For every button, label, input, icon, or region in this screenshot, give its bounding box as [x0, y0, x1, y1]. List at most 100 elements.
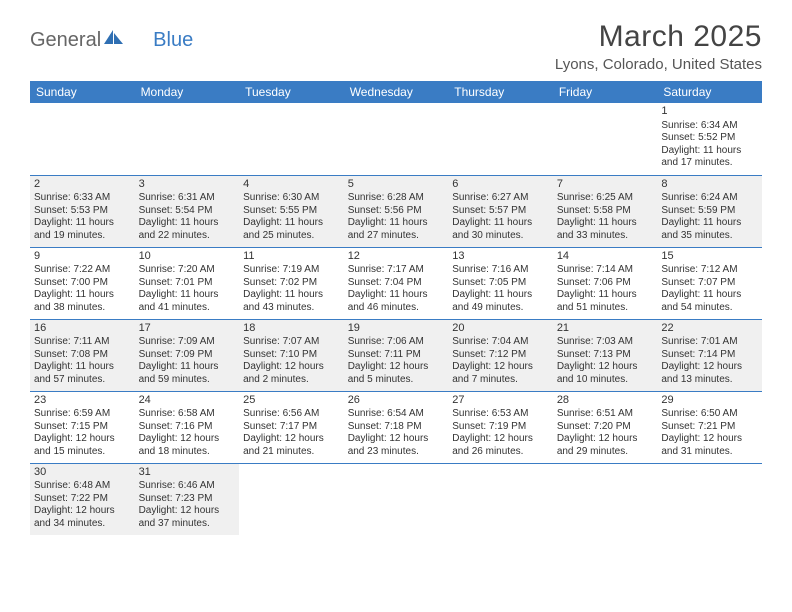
day-daylight2: and 18 minutes. [139, 446, 236, 459]
day-sunset: Sunset: 7:11 PM [348, 349, 445, 362]
day-sunrise: Sunrise: 7:11 AM [34, 336, 131, 349]
day-sunset: Sunset: 7:08 PM [34, 349, 131, 362]
calendar-week-row: 9Sunrise: 7:22 AMSunset: 7:00 PMDaylight… [30, 247, 762, 319]
day-sunset: Sunset: 7:01 PM [139, 277, 236, 290]
day-sunrise: Sunrise: 6:59 AM [34, 408, 131, 421]
day-daylight1: Daylight: 11 hours [661, 217, 758, 230]
calendar-day-cell: 21Sunrise: 7:03 AMSunset: 7:13 PMDayligh… [553, 319, 658, 391]
day-sunrise: Sunrise: 7:12 AM [661, 264, 758, 277]
calendar-day-cell [344, 103, 449, 175]
day-sunrise: Sunrise: 6:34 AM [661, 120, 758, 133]
day-daylight1: Daylight: 12 hours [557, 433, 654, 446]
logo-sail-icon [103, 28, 125, 51]
day-sunrise: Sunrise: 7:22 AM [34, 264, 131, 277]
day-sunset: Sunset: 7:12 PM [452, 349, 549, 362]
calendar-week-row: 1Sunrise: 6:34 AMSunset: 5:52 PMDaylight… [30, 103, 762, 175]
calendar-day-cell: 6Sunrise: 6:27 AMSunset: 5:57 PMDaylight… [448, 175, 553, 247]
day-daylight2: and 5 minutes. [348, 374, 445, 387]
day-number: 30 [34, 466, 131, 480]
day-daylight2: and 33 minutes. [557, 230, 654, 243]
day-daylight1: Daylight: 11 hours [34, 289, 131, 302]
day-sunset: Sunset: 5:57 PM [452, 205, 549, 218]
day-sunrise: Sunrise: 7:09 AM [139, 336, 236, 349]
day-sunset: Sunset: 5:56 PM [348, 205, 445, 218]
day-sunrise: Sunrise: 6:48 AM [34, 480, 131, 493]
day-header: Wednesday [344, 81, 449, 103]
calendar-day-cell [30, 103, 135, 175]
day-sunset: Sunset: 5:54 PM [139, 205, 236, 218]
day-sunset: Sunset: 7:14 PM [661, 349, 758, 362]
day-sunrise: Sunrise: 6:30 AM [243, 192, 340, 205]
day-sunrise: Sunrise: 7:04 AM [452, 336, 549, 349]
calendar-day-cell: 23Sunrise: 6:59 AMSunset: 7:15 PMDayligh… [30, 391, 135, 463]
day-sunset: Sunset: 7:05 PM [452, 277, 549, 290]
day-daylight2: and 22 minutes. [139, 230, 236, 243]
day-daylight2: and 46 minutes. [348, 302, 445, 315]
day-daylight1: Daylight: 12 hours [452, 361, 549, 374]
day-daylight1: Daylight: 12 hours [34, 505, 131, 518]
day-sunset: Sunset: 7:17 PM [243, 421, 340, 434]
day-header: Thursday [448, 81, 553, 103]
day-daylight2: and 38 minutes. [34, 302, 131, 315]
day-sunset: Sunset: 5:52 PM [661, 132, 758, 145]
day-sunset: Sunset: 5:58 PM [557, 205, 654, 218]
day-number: 12 [348, 250, 445, 264]
day-sunrise: Sunrise: 6:33 AM [34, 192, 131, 205]
day-sunrise: Sunrise: 6:24 AM [661, 192, 758, 205]
calendar-week-row: 2Sunrise: 6:33 AMSunset: 5:53 PMDaylight… [30, 175, 762, 247]
day-number: 19 [348, 322, 445, 336]
day-daylight1: Daylight: 11 hours [139, 289, 236, 302]
day-sunset: Sunset: 5:53 PM [34, 205, 131, 218]
calendar-day-cell: 5Sunrise: 6:28 AMSunset: 5:56 PMDaylight… [344, 175, 449, 247]
calendar-day-cell [135, 103, 240, 175]
header: General Blue March 2025 Lyons, Colorado,… [30, 20, 762, 73]
calendar-day-cell: 22Sunrise: 7:01 AMSunset: 7:14 PMDayligh… [657, 319, 762, 391]
day-number: 7 [557, 178, 654, 192]
day-sunrise: Sunrise: 7:17 AM [348, 264, 445, 277]
day-number: 22 [661, 322, 758, 336]
calendar-day-cell: 10Sunrise: 7:20 AMSunset: 7:01 PMDayligh… [135, 247, 240, 319]
day-sunset: Sunset: 7:18 PM [348, 421, 445, 434]
day-sunset: Sunset: 7:20 PM [557, 421, 654, 434]
day-sunrise: Sunrise: 6:27 AM [452, 192, 549, 205]
calendar-day-cell [239, 463, 344, 535]
day-sunrise: Sunrise: 7:14 AM [557, 264, 654, 277]
calendar-day-cell: 18Sunrise: 7:07 AMSunset: 7:10 PMDayligh… [239, 319, 344, 391]
day-daylight1: Daylight: 11 hours [557, 217, 654, 230]
calendar-day-cell: 17Sunrise: 7:09 AMSunset: 7:09 PMDayligh… [135, 319, 240, 391]
day-sunrise: Sunrise: 6:28 AM [348, 192, 445, 205]
day-sunrise: Sunrise: 7:16 AM [452, 264, 549, 277]
day-daylight2: and 30 minutes. [452, 230, 549, 243]
day-daylight2: and 51 minutes. [557, 302, 654, 315]
day-number: 25 [243, 394, 340, 408]
calendar-day-cell: 25Sunrise: 6:56 AMSunset: 7:17 PMDayligh… [239, 391, 344, 463]
day-daylight2: and 10 minutes. [557, 374, 654, 387]
calendar-day-cell: 30Sunrise: 6:48 AMSunset: 7:22 PMDayligh… [30, 463, 135, 535]
calendar-day-cell: 14Sunrise: 7:14 AMSunset: 7:06 PMDayligh… [553, 247, 658, 319]
calendar-day-cell: 13Sunrise: 7:16 AMSunset: 7:05 PMDayligh… [448, 247, 553, 319]
day-number: 9 [34, 250, 131, 264]
day-number: 21 [557, 322, 654, 336]
day-sunrise: Sunrise: 6:58 AM [139, 408, 236, 421]
day-daylight2: and 26 minutes. [452, 446, 549, 459]
day-daylight1: Daylight: 12 hours [139, 505, 236, 518]
day-daylight1: Daylight: 11 hours [557, 289, 654, 302]
day-number: 6 [452, 178, 549, 192]
day-daylight1: Daylight: 12 hours [139, 433, 236, 446]
day-sunset: Sunset: 7:07 PM [661, 277, 758, 290]
day-daylight1: Daylight: 11 hours [348, 289, 445, 302]
day-daylight2: and 34 minutes. [34, 518, 131, 531]
day-daylight2: and 29 minutes. [557, 446, 654, 459]
calendar-day-cell: 20Sunrise: 7:04 AMSunset: 7:12 PMDayligh… [448, 319, 553, 391]
day-number: 24 [139, 394, 236, 408]
day-sunset: Sunset: 7:15 PM [34, 421, 131, 434]
day-daylight1: Daylight: 12 hours [348, 361, 445, 374]
day-number: 3 [139, 178, 236, 192]
logo: General Blue [30, 28, 193, 53]
day-daylight1: Daylight: 12 hours [557, 361, 654, 374]
day-sunrise: Sunrise: 6:50 AM [661, 408, 758, 421]
day-daylight2: and 41 minutes. [139, 302, 236, 315]
day-header: Tuesday [239, 81, 344, 103]
day-number: 14 [557, 250, 654, 264]
day-number: 13 [452, 250, 549, 264]
